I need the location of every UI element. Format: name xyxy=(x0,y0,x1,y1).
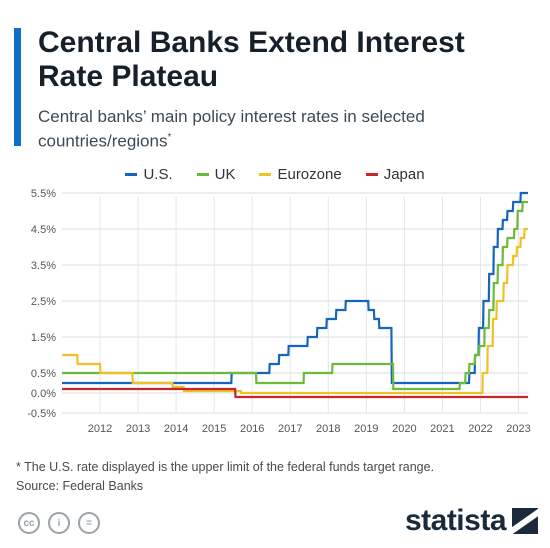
source-note: Source: Federal Banks xyxy=(16,479,144,493)
legend-label: Eurozone xyxy=(277,166,342,183)
y-tick-label: 5.5% xyxy=(31,188,56,200)
page-title: Central Banks Extend Interest Rate Plate… xyxy=(38,26,465,93)
y-tick-label: 2.5% xyxy=(31,296,56,308)
chart-legend: U.S. UK Eurozone Japan xyxy=(0,166,550,183)
x-tick-label: 2016 xyxy=(240,423,264,435)
series-line-uk xyxy=(62,200,528,391)
footnote-note: * The U.S. rate displayed is the upper l… xyxy=(16,460,435,474)
legend-item-japan: Japan xyxy=(365,166,425,183)
x-tick-label: 2022 xyxy=(468,423,492,435)
y-tick-label: 3.5% xyxy=(31,260,56,272)
page-subtitle: Central banks’ main policy interest rate… xyxy=(38,106,518,152)
x-tick-label: 2019 xyxy=(354,423,378,435)
legend-swatch xyxy=(125,173,138,176)
footnote: * The U.S. rate displayed is the upper l… xyxy=(16,458,434,496)
x-tick-label: 2013 xyxy=(126,423,150,435)
legend-item-uk: UK xyxy=(196,166,236,183)
legend-swatch xyxy=(259,173,272,176)
x-tick-label: 2023 xyxy=(506,423,530,435)
legend-item-u-s: U.S. xyxy=(125,166,173,183)
subtitle-text: Central banks’ main policy interest rate… xyxy=(38,107,425,151)
x-tick-label: 2018 xyxy=(316,423,340,435)
title-accent-bar xyxy=(14,28,21,146)
y-tick-label: 1.5% xyxy=(31,332,56,344)
y-tick-label: 0.0% xyxy=(31,388,56,400)
subtitle-footnote-marker: * xyxy=(167,132,172,143)
statista-logo-icon xyxy=(512,508,538,534)
series-line-japan xyxy=(62,387,528,399)
x-tick-label: 2014 xyxy=(164,423,188,435)
x-tick-label: 2020 xyxy=(392,423,416,435)
statista-brand[interactable]: statista xyxy=(405,504,538,538)
legend-item-eurozone: Eurozone xyxy=(259,166,342,183)
legend-label: UK xyxy=(214,166,236,183)
license-icons: cc i = xyxy=(18,512,100,534)
creative-commons-icon[interactable]: cc xyxy=(18,512,40,534)
legend-label: Japan xyxy=(383,166,425,183)
brand-name: statista xyxy=(404,504,507,537)
series-line-eurozone xyxy=(62,227,528,395)
x-tick-label: 2012 xyxy=(88,423,112,435)
no-derivatives-icon[interactable]: = xyxy=(78,512,100,534)
y-tick-label: 4.5% xyxy=(31,224,56,236)
legend-swatch xyxy=(196,173,209,176)
y-tick-label: -0.5% xyxy=(27,408,56,420)
policy-rate-line-chart: -0.5% 0.0% 0.5% 1.5% 2.5% 3.5% 4.5% 5.5% 2012 201… xyxy=(27,188,530,435)
y-tick-label: 0.5% xyxy=(31,368,56,380)
x-tick-label: 2015 xyxy=(202,423,226,435)
legend-swatch xyxy=(365,173,378,176)
attribution-icon[interactable]: i xyxy=(48,512,70,534)
x-tick-label: 2017 xyxy=(278,423,302,435)
legend-label: U.S. xyxy=(143,166,173,183)
series-line-u-s xyxy=(62,191,528,385)
x-tick-label: 2021 xyxy=(430,423,454,435)
